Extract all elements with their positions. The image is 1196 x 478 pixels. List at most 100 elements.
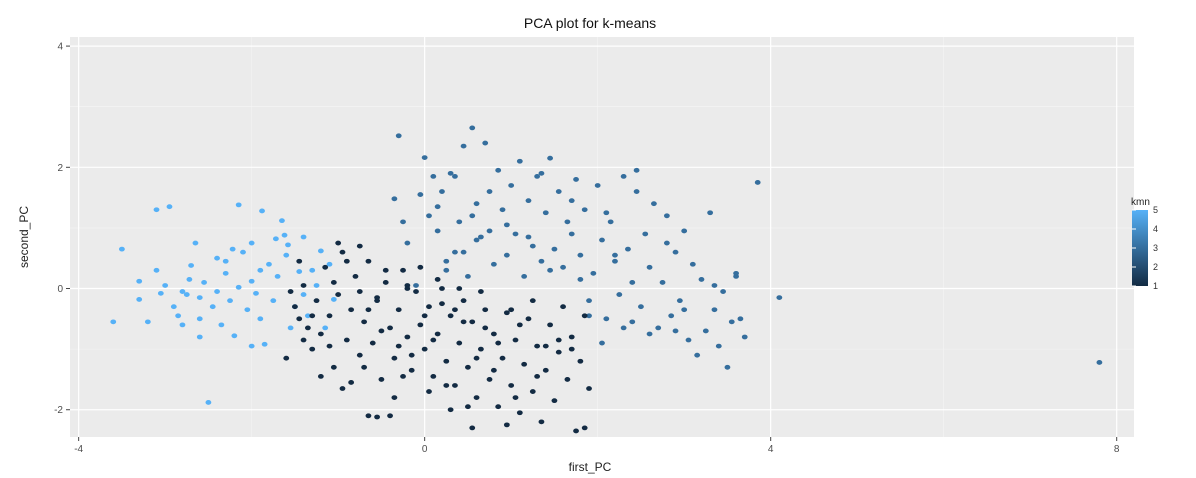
data-point xyxy=(724,364,731,370)
data-point xyxy=(490,331,497,337)
chart-title: PCA plot for k-means xyxy=(524,15,656,31)
minor-gridlines xyxy=(70,37,1134,437)
data-point xyxy=(179,289,186,294)
data-point xyxy=(391,395,398,401)
data-point xyxy=(586,386,592,391)
data-point xyxy=(681,228,688,234)
data-point xyxy=(460,298,467,304)
data-point xyxy=(715,343,722,349)
data-point xyxy=(287,289,294,294)
data-point xyxy=(196,316,203,322)
legend-label: 1 xyxy=(1153,281,1158,291)
data-point xyxy=(222,270,229,276)
data-point xyxy=(144,319,151,325)
data-point xyxy=(573,177,579,182)
data-point xyxy=(218,322,225,328)
data-point xyxy=(629,319,636,325)
data-point xyxy=(404,240,411,246)
data-point xyxy=(525,316,532,322)
data-point xyxy=(551,246,558,252)
data-point xyxy=(486,377,493,382)
data-point xyxy=(616,292,623,297)
data-point xyxy=(460,249,467,255)
data-point xyxy=(166,204,173,210)
data-point xyxy=(313,283,320,288)
data-point xyxy=(283,252,290,258)
data-point xyxy=(369,340,376,346)
x-tick-label: -4 xyxy=(74,444,83,455)
data-point xyxy=(395,343,402,349)
data-point xyxy=(443,383,450,388)
data-point xyxy=(296,258,303,264)
data-point xyxy=(317,248,324,254)
data-point xyxy=(551,398,558,404)
data-point xyxy=(465,364,471,370)
data-point xyxy=(607,219,614,225)
data-point xyxy=(382,280,389,285)
data-point xyxy=(343,258,350,264)
data-point xyxy=(603,210,610,216)
data-point xyxy=(253,290,259,296)
data-point xyxy=(663,213,670,219)
data-point xyxy=(439,301,445,307)
data-point xyxy=(503,222,510,228)
data-point xyxy=(473,201,480,207)
data-point xyxy=(482,140,489,146)
data-point xyxy=(330,364,337,370)
data-point xyxy=(646,264,653,270)
data-point xyxy=(300,292,307,297)
data-point xyxy=(300,234,307,240)
data-point xyxy=(529,389,536,394)
data-point xyxy=(603,316,610,322)
data-point xyxy=(266,261,272,267)
data-point xyxy=(374,414,380,420)
data-point xyxy=(186,277,193,282)
data-point xyxy=(638,304,644,310)
data-point xyxy=(534,343,541,349)
data-point xyxy=(365,307,372,313)
data-point xyxy=(503,252,510,258)
data-point xyxy=(434,204,441,210)
data-point xyxy=(270,298,277,304)
data-point xyxy=(309,346,316,352)
data-point xyxy=(330,280,337,285)
data-point xyxy=(205,400,212,405)
data-point xyxy=(512,231,519,237)
data-point xyxy=(326,261,333,267)
data-point xyxy=(547,267,553,273)
data-point xyxy=(516,410,523,416)
data-point xyxy=(136,278,143,284)
data-point xyxy=(473,395,480,401)
data-point xyxy=(577,252,584,258)
data-point xyxy=(508,183,515,188)
data-point xyxy=(685,337,692,343)
data-point xyxy=(465,273,471,279)
data-point xyxy=(447,170,454,176)
data-point xyxy=(503,422,510,428)
data-point xyxy=(231,333,238,339)
data-point xyxy=(646,331,653,337)
data-point xyxy=(214,289,220,294)
data-point xyxy=(400,373,406,379)
data-point xyxy=(612,258,618,264)
data-point xyxy=(542,210,549,216)
data-point xyxy=(672,328,679,334)
data-point xyxy=(538,258,545,264)
data-point xyxy=(538,419,545,425)
data-point xyxy=(534,173,541,179)
data-point xyxy=(651,201,657,207)
data-point xyxy=(573,428,579,434)
data-point xyxy=(586,313,592,319)
data-point xyxy=(568,346,575,352)
data-point xyxy=(456,340,463,346)
data-point xyxy=(192,240,199,246)
data-point xyxy=(452,249,458,255)
data-point xyxy=(322,325,329,331)
data-point xyxy=(136,297,143,302)
data-point xyxy=(711,307,718,313)
data-point xyxy=(599,237,605,243)
data-point xyxy=(663,240,670,246)
data-point xyxy=(322,264,329,270)
data-point xyxy=(560,304,566,310)
